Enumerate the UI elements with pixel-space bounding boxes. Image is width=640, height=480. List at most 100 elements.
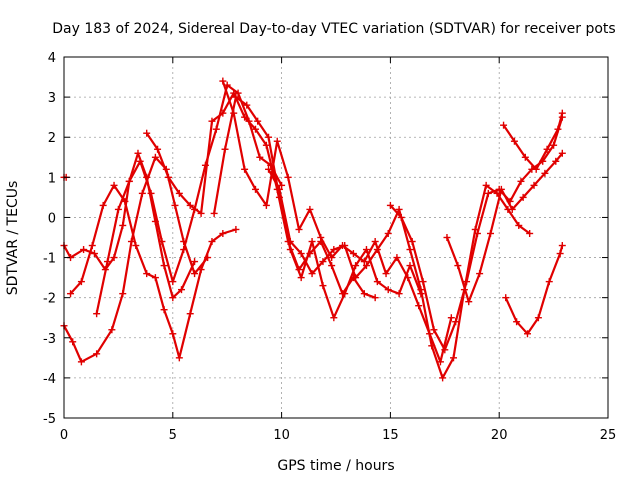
data-point (108, 326, 116, 334)
data-series-s5 (93, 81, 286, 318)
data-point (297, 274, 305, 282)
data-point (186, 310, 194, 318)
data-point (180, 246, 188, 254)
y-tick-label: -5 (43, 412, 56, 427)
data-point (286, 246, 294, 254)
plot-frame (63, 56, 609, 419)
data-point (415, 302, 423, 310)
data-point (138, 189, 146, 197)
data-point (362, 262, 370, 270)
y-axis-label: SDTVAR / TECUs (5, 181, 21, 296)
data-point (508, 205, 516, 213)
data-point (417, 286, 425, 294)
x-tick-label: 0 (60, 428, 68, 443)
data-point (77, 358, 85, 366)
data-point (534, 314, 542, 322)
data-point (328, 254, 336, 262)
data-point (160, 306, 168, 314)
data-point (452, 318, 460, 326)
data-point (164, 173, 172, 181)
data-series-s2 (60, 153, 212, 366)
x-tick-label: 20 (491, 428, 508, 443)
data-point (419, 278, 427, 286)
series-line (213, 95, 422, 319)
data-point (265, 133, 273, 141)
data-point (558, 109, 566, 117)
data-point (232, 225, 240, 233)
data-point (330, 314, 338, 322)
x-axis-label: GPS time / hours (277, 458, 394, 474)
data-point (556, 250, 564, 258)
data-point (486, 229, 494, 237)
data-point (371, 238, 379, 246)
series-line (95, 83, 283, 315)
y-tick-label: -3 (43, 332, 56, 347)
data-series-s7 (210, 93, 425, 322)
data-point (186, 201, 194, 209)
data-point (169, 294, 177, 302)
data-point (530, 181, 538, 189)
data-point (158, 238, 166, 246)
data-point (119, 221, 127, 229)
data-point (197, 266, 205, 274)
y-tick-label: -2 (43, 292, 56, 307)
data-point (543, 145, 551, 153)
data-point (465, 298, 473, 306)
data-point (476, 270, 484, 278)
data-point (484, 189, 492, 197)
data-point (210, 209, 218, 217)
data-point (212, 125, 220, 133)
data-point (510, 137, 518, 145)
data-point (550, 141, 558, 149)
data-point (373, 278, 381, 286)
data-point (397, 213, 405, 221)
data-point (230, 89, 238, 97)
data-point (80, 246, 88, 254)
data-point (219, 229, 227, 237)
data-point (532, 165, 540, 173)
data-point (463, 278, 471, 286)
data-point (393, 254, 401, 262)
data-point (406, 262, 414, 270)
data-point (352, 262, 360, 270)
data-point (169, 278, 177, 286)
data-point (408, 238, 416, 246)
series-line (267, 168, 531, 379)
series-line (145, 91, 377, 299)
data-point (454, 262, 462, 270)
data-point (441, 346, 449, 354)
data-point (88, 242, 96, 250)
grid-layer (64, 57, 608, 418)
data-point (545, 278, 553, 286)
data-series-s9 (265, 165, 534, 382)
data-point (197, 209, 205, 217)
data-point (251, 125, 259, 133)
data-point (169, 330, 177, 338)
data-point (308, 238, 316, 246)
data-point (119, 290, 127, 298)
data-point (143, 270, 151, 278)
data-series-s12 (500, 109, 566, 173)
data-series-s10 (386, 113, 566, 354)
data-point (517, 177, 525, 185)
data-point (136, 157, 144, 165)
data-point (500, 121, 508, 129)
data-point (178, 286, 186, 294)
data-point (171, 201, 179, 209)
y-tick-label: -1 (43, 252, 56, 267)
data-point (208, 238, 216, 246)
data-point (262, 201, 270, 209)
data-point (219, 109, 227, 117)
data-point (341, 290, 349, 298)
data-point (104, 258, 112, 266)
data-point (515, 221, 523, 229)
y-tick-label: 4 (48, 51, 56, 66)
data-point (319, 282, 327, 290)
data-point (523, 330, 531, 338)
series-line (62, 156, 209, 363)
data-point (447, 314, 455, 322)
data-point (395, 290, 403, 298)
data-point (384, 286, 392, 294)
series-line (445, 152, 564, 303)
data-point (278, 181, 286, 189)
